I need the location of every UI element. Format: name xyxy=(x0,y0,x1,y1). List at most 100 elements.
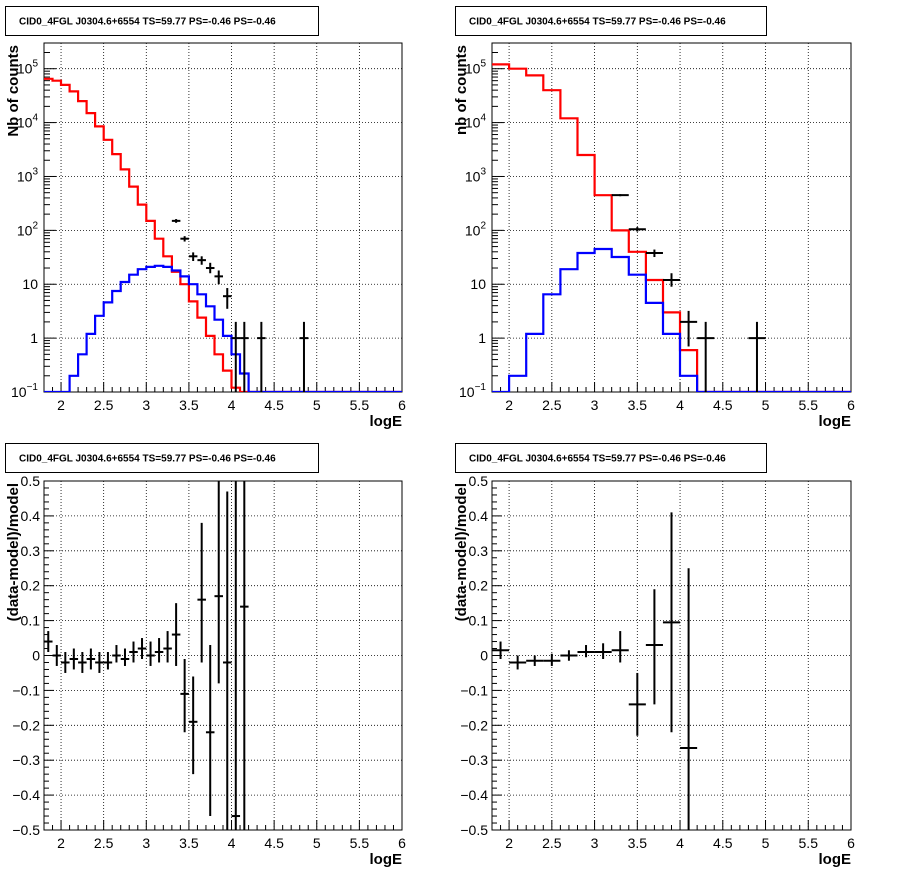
y-tick-label: 0.2 xyxy=(469,578,489,594)
y-tick-mantissa: 10 xyxy=(465,115,481,131)
x-tick-label: 5.5 xyxy=(799,835,819,851)
y-tick-label: 1 xyxy=(30,330,38,346)
x-tick-label: 5.5 xyxy=(350,835,370,851)
x-tick-label: 3 xyxy=(591,835,599,851)
y-tick-exponent: 2 xyxy=(480,220,486,231)
data-point xyxy=(44,631,53,653)
y-tick-exponent: 4 xyxy=(32,113,38,124)
y-tick-label: 0.2 xyxy=(21,578,41,594)
y-tick-mantissa: 10 xyxy=(465,168,481,184)
y-axis-label: (data-model)/model xyxy=(5,483,22,621)
x-axis-label: logE xyxy=(370,413,403,430)
y-tick-label: 1 xyxy=(478,330,486,346)
x-tick-label: 3 xyxy=(142,397,150,413)
data-point xyxy=(662,273,681,287)
y-tick-mantissa: 10 xyxy=(470,276,486,292)
x-tick-label: 2 xyxy=(57,397,65,413)
data-point xyxy=(680,310,698,347)
y-tick-label: 10−1 xyxy=(11,382,38,400)
x-tick-label: 5 xyxy=(313,835,321,851)
x-tick-label: 4 xyxy=(676,835,684,851)
data-point xyxy=(214,481,223,684)
data-point xyxy=(112,645,121,663)
y-tick-label: 0.3 xyxy=(21,543,41,559)
x-tick-label: 5 xyxy=(313,397,321,413)
title-box xyxy=(455,6,767,36)
y-tick-label: 0 xyxy=(480,648,488,664)
data-point xyxy=(257,321,266,392)
y-tick-label: 0.1 xyxy=(469,613,489,629)
x-tick-label: 4.5 xyxy=(264,835,284,851)
data-point xyxy=(180,236,189,242)
y-tick-mantissa: 10 xyxy=(11,384,27,400)
y-tick-label: −0.4 xyxy=(460,787,488,803)
data-point xyxy=(611,194,629,197)
data-point xyxy=(61,652,70,673)
y-tick-label: 102 xyxy=(17,220,39,238)
x-tick-label: 5 xyxy=(762,835,770,851)
x-tick-label: 4.5 xyxy=(713,397,733,413)
data-point xyxy=(231,481,241,830)
chart-panel-top-right: CID0_4FGL J0304.6+6554 TS=59.77 PS=-0.46… xyxy=(453,6,855,430)
x-tick-label: 2.5 xyxy=(94,835,114,851)
plot-frame xyxy=(491,42,852,393)
x-tick-label: 3 xyxy=(142,835,150,851)
data-point xyxy=(197,256,206,265)
x-tick-label: 6 xyxy=(398,835,406,851)
x-tick-label: 3 xyxy=(591,397,599,413)
data-point xyxy=(560,650,578,661)
data-point xyxy=(645,249,663,258)
x-tick-label: 4 xyxy=(228,835,236,851)
data-point xyxy=(645,589,663,705)
y-tick-mantissa: 1 xyxy=(478,330,486,346)
y-tick-label: 10 xyxy=(22,276,38,292)
y-tick-label: −0.3 xyxy=(12,752,40,768)
y-tick-label: 0.5 xyxy=(21,473,41,489)
x-tick-label: 6 xyxy=(847,397,855,413)
x-tick-label: 3.5 xyxy=(628,835,648,851)
y-tick-mantissa: 10 xyxy=(459,384,475,400)
x-tick-label: 3.5 xyxy=(179,397,199,413)
plot-frame xyxy=(43,480,403,831)
y-tick-mantissa: 10 xyxy=(17,61,33,77)
data-point xyxy=(171,219,181,223)
data-point xyxy=(137,638,147,659)
x-tick-label: 4.5 xyxy=(713,835,733,851)
data-point xyxy=(163,631,172,663)
y-tick-mantissa: 10 xyxy=(17,168,33,184)
chart-panel-bottom-right: CID0_4FGL J0304.6+6554 TS=59.77 PS=-0.46… xyxy=(453,443,855,868)
data-point xyxy=(205,645,215,817)
data-point xyxy=(95,652,104,673)
y-tick-label: −0.2 xyxy=(12,717,40,733)
chart-title: CID0_4FGL J0304.6+6554 TS=59.77 PS=-0.46… xyxy=(469,454,726,465)
data-point xyxy=(662,512,681,733)
y-tick-exponent: 3 xyxy=(480,166,486,177)
title-box xyxy=(5,443,319,473)
y-tick-label: 0.1 xyxy=(21,613,41,629)
data-point xyxy=(120,648,130,666)
y-tick-mantissa: 10 xyxy=(17,222,33,238)
y-tick-exponent: 3 xyxy=(32,166,38,177)
data-point xyxy=(154,638,164,663)
series-group xyxy=(44,77,402,392)
data-point xyxy=(78,652,87,673)
y-tick-label: 103 xyxy=(17,166,39,184)
y-tick-label: −0.4 xyxy=(12,787,40,803)
y-tick-label: 102 xyxy=(465,220,487,238)
source-model-histogram xyxy=(44,264,402,392)
y-tick-mantissa: 10 xyxy=(465,222,481,238)
y-tick-exponent: 5 xyxy=(32,59,38,70)
y-tick-label: 103 xyxy=(465,166,487,184)
x-tick-label: 6 xyxy=(847,835,855,851)
x-tick-label: 2.5 xyxy=(542,835,562,851)
x-tick-label: 3.5 xyxy=(179,835,199,851)
y-tick-label: 105 xyxy=(465,59,487,77)
y-tick-label: 0.4 xyxy=(469,508,489,524)
x-tick-label: 6 xyxy=(398,397,406,413)
data-point xyxy=(171,603,181,666)
series-group xyxy=(44,481,249,830)
data-point xyxy=(492,641,510,659)
y-tick-label: −0.5 xyxy=(460,822,488,838)
total-model-histogram xyxy=(44,77,402,392)
data-point xyxy=(697,321,715,392)
